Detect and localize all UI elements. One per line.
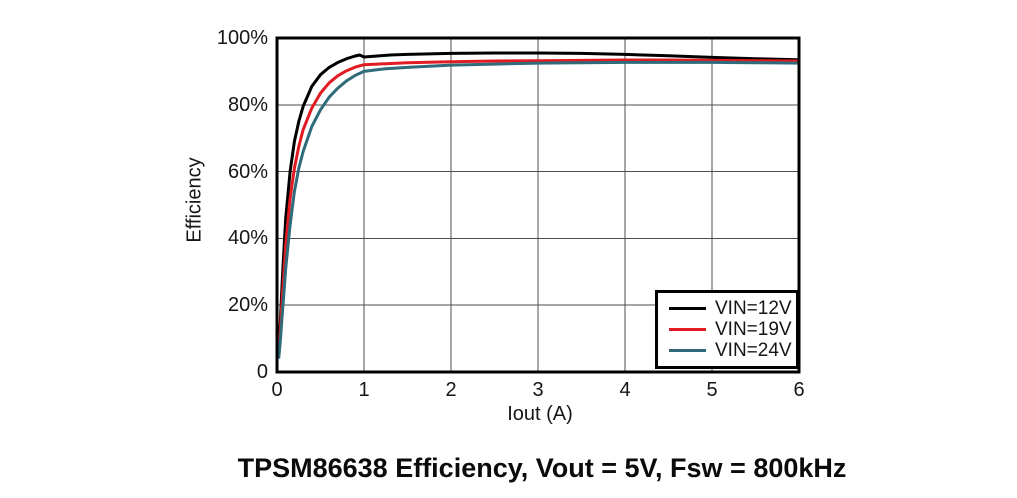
plot-area xyxy=(275,36,801,374)
plot-frame xyxy=(275,36,801,374)
legend-label: VIN=19V xyxy=(715,319,792,340)
legend-entry: VIN=24V xyxy=(669,341,792,360)
y-tick-label: 0 xyxy=(256,361,268,383)
legend-line-swatch xyxy=(669,349,706,352)
curve-vin-12v xyxy=(277,51,800,353)
legend-line-swatch xyxy=(669,307,706,310)
legend-label: VIN=12V xyxy=(715,298,792,319)
x-axis-title: Iout (A) xyxy=(507,403,573,425)
x-tick-label: 1 xyxy=(358,379,370,401)
x-tick-label: 5 xyxy=(706,379,718,401)
y-tick-label: 20% xyxy=(227,294,268,317)
x-tick-label: 3 xyxy=(532,379,544,401)
y-tick-label: 40% xyxy=(227,227,268,250)
legend: VIN=12V VIN=19V VIN=24V xyxy=(655,290,799,369)
legend-line-swatch xyxy=(669,328,706,331)
y-tick-label: 60% xyxy=(227,160,268,183)
legend-entry: VIN=12V xyxy=(669,299,792,318)
x-tick-label: 2 xyxy=(445,379,457,401)
curve-vin-24v xyxy=(277,60,800,359)
y-tick-label: 80% xyxy=(227,93,268,116)
legend-entry: VIN=19V xyxy=(669,320,792,339)
x-tick-label: 6 xyxy=(793,379,805,401)
figure-caption: TPSM86638 Efficiency, Vout = 5V, Fsw = 8… xyxy=(237,453,847,483)
y-tick-label: 100% xyxy=(216,27,268,49)
x-tick-label: 0 xyxy=(271,379,283,401)
legend-label: VIN=24V xyxy=(715,340,792,361)
curve-vin-19v xyxy=(277,58,800,356)
x-tick-label: 4 xyxy=(619,379,631,401)
